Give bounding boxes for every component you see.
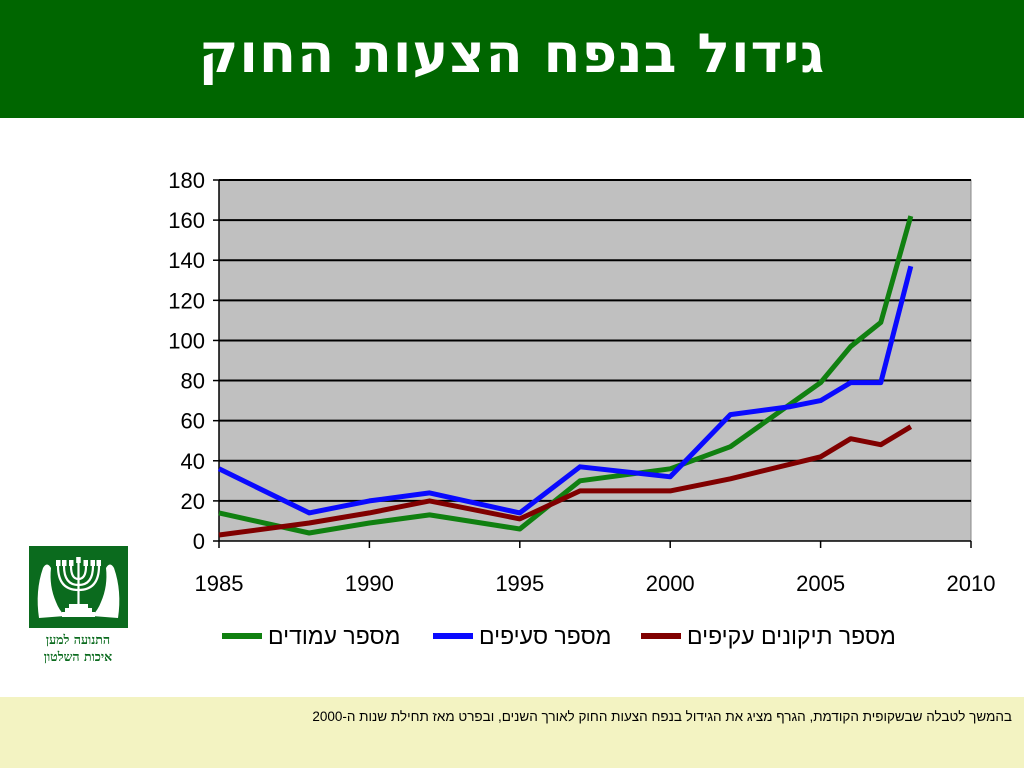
line-chart: 0 20 40 60 80 100 120 140 160 180 1985 1990 1995 2000… bbox=[168, 168, 995, 649]
menorah-hands-icon bbox=[29, 546, 128, 628]
x-tick-label-2000: 2000 bbox=[646, 571, 695, 596]
y-tick-label-80: 80 bbox=[181, 369, 205, 394]
axes: 0 20 40 60 80 100 120 140 160 180 1985 1990 1995 2000… bbox=[168, 168, 995, 596]
grid-lines bbox=[219, 179, 971, 502]
y-tick-label-120: 120 bbox=[168, 288, 205, 313]
title-bar: גידול בנפח הצעות החוק bbox=[0, 0, 1024, 118]
x-tick-label-1985: 1985 bbox=[195, 571, 244, 596]
series-lines bbox=[217, 215, 914, 538]
y-tick-label-180: 180 bbox=[168, 168, 205, 193]
plot-area bbox=[218, 179, 972, 542]
logo-caption-line1: התנועה למען bbox=[45, 632, 111, 647]
series-line-3 bbox=[218, 424, 913, 538]
legend-label-1: מספר עמודים bbox=[268, 623, 400, 649]
x-tick-label-1995: 1995 bbox=[495, 571, 544, 596]
y-tick-label-160: 160 bbox=[168, 208, 205, 233]
slide-title: גידול בנפח הצעות החוק bbox=[198, 22, 826, 85]
legend: מספר עמודים מספר סעיפים מספר תיקונים עקיפי… bbox=[222, 623, 896, 649]
logo-caption-line2: איכות השלטון bbox=[43, 649, 113, 664]
footer-bar: בהמשך לטבלה שבשקופית הקודמת, הגרף מציג א… bbox=[0, 697, 1024, 768]
footer-note: בהמשך לטבלה שבשקופית הקודמת, הגרף מציג א… bbox=[312, 709, 1012, 724]
legend-label-2: מספר סעיפים bbox=[479, 623, 612, 649]
y-tick-label-0: 0 bbox=[193, 529, 205, 554]
series-line-1 bbox=[218, 215, 914, 536]
x-tick-label-2005: 2005 bbox=[796, 571, 845, 596]
y-tick-label-100: 100 bbox=[168, 328, 205, 353]
legend-label-3: מספר תיקונים עקיפים bbox=[687, 623, 896, 649]
y-tick-label-60: 60 bbox=[181, 409, 205, 434]
organization-logo bbox=[29, 546, 128, 628]
logo-caption: התנועה למען איכות השלטון bbox=[20, 631, 136, 665]
x-tick-label-1990: 1990 bbox=[345, 571, 394, 596]
y-tick-label-40: 40 bbox=[181, 449, 205, 474]
y-tick-label-140: 140 bbox=[168, 248, 205, 273]
x-tick-label-2010: 2010 bbox=[947, 571, 996, 596]
y-tick-label-20: 20 bbox=[181, 489, 205, 514]
